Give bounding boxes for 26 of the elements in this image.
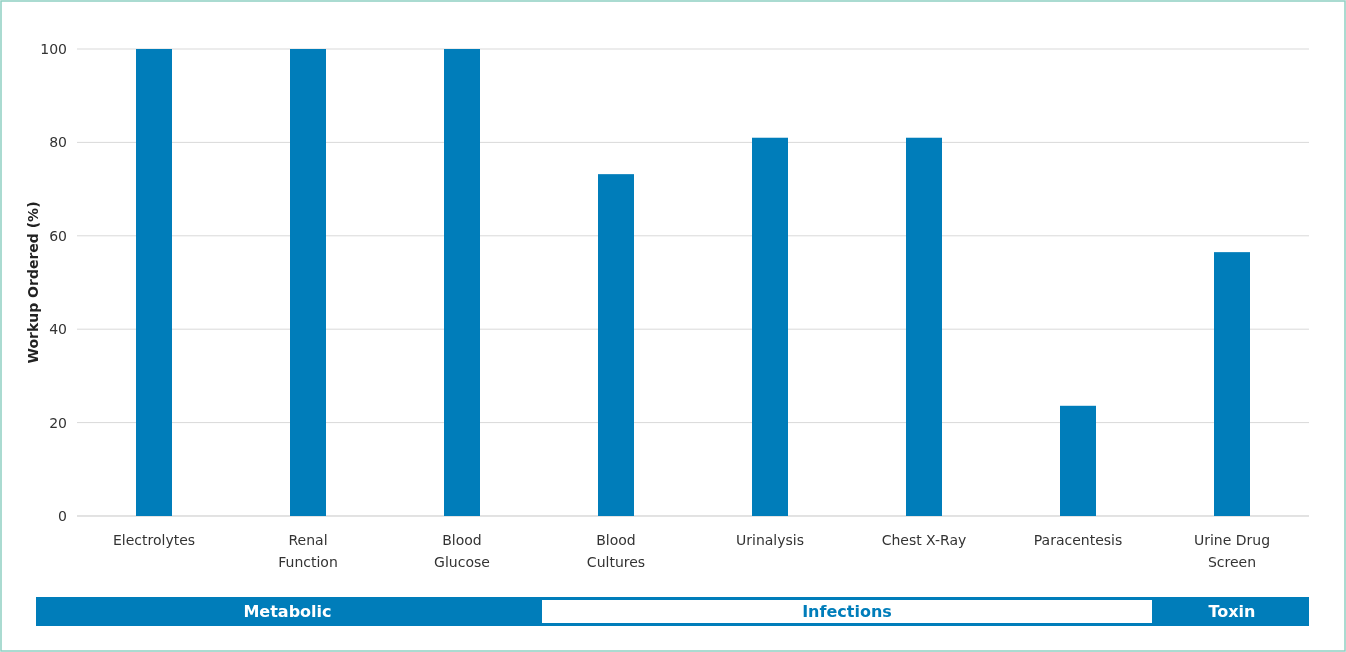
x-tick-label: Blood Cultures	[586, 532, 646, 570]
x-tick-label: Paracentesis	[1033, 532, 1123, 548]
x-tick-label: Renal Function	[278, 532, 338, 570]
y-tick-label: 40	[49, 321, 67, 338]
x-tick-label: Blood Glucose	[434, 532, 490, 570]
y-tick-label: 20	[49, 414, 67, 431]
y-axis-title: Workup Ordered (%)	[25, 201, 41, 364]
y-tick-label: 100	[40, 41, 67, 57]
text: Metabolic	[243, 602, 332, 621]
bar	[906, 137, 942, 516]
bar	[598, 174, 634, 516]
x-tick-label: Chest X-Ray	[881, 532, 967, 548]
x-tick-label: Electrolytes	[112, 532, 196, 548]
bar	[290, 49, 326, 516]
bar	[752, 137, 788, 516]
bar	[1214, 252, 1250, 516]
y-tick-label: 80	[49, 134, 67, 151]
text: Infections	[802, 602, 892, 621]
y-tick-label: 60	[49, 227, 67, 244]
y-tick-label: 0	[58, 508, 67, 524]
bar	[444, 49, 480, 516]
x-tick-label: Urinalysis	[736, 532, 804, 548]
x-tick-label: Urine Drug Screen	[1193, 532, 1271, 570]
bar	[136, 49, 172, 516]
bar	[1060, 405, 1096, 516]
text: Toxin	[1208, 602, 1256, 621]
